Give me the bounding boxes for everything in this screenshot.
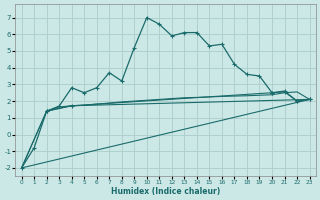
X-axis label: Humidex (Indice chaleur): Humidex (Indice chaleur) [111,187,220,196]
